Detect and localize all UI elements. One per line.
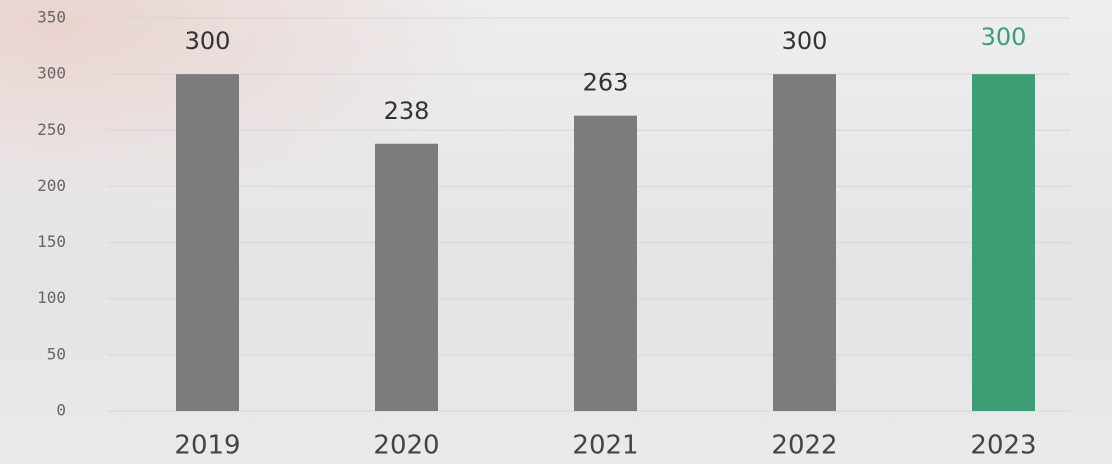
x-tick-label: 2023 xyxy=(970,431,1036,461)
bar xyxy=(375,144,438,411)
y-tick-label: 0 xyxy=(56,401,66,420)
value-label: 300 xyxy=(981,23,1027,51)
x-tick-label: 2019 xyxy=(174,431,240,461)
bar xyxy=(574,116,637,411)
y-tick-label: 250 xyxy=(37,120,66,139)
x-tick-label: 2020 xyxy=(373,431,439,461)
value-label: 238 xyxy=(384,97,430,125)
bar xyxy=(176,74,239,411)
y-tick-label: 50 xyxy=(47,344,66,363)
y-tick-label: 150 xyxy=(37,232,66,251)
y-tick-label: 200 xyxy=(37,176,66,195)
y-tick-label: 100 xyxy=(37,288,66,307)
x-tick-label: 2022 xyxy=(771,431,837,461)
value-label: 263 xyxy=(583,69,629,97)
x-tick-label: 2021 xyxy=(572,431,638,461)
y-tick-label: 300 xyxy=(37,64,66,83)
y-tick-label: 350 xyxy=(37,8,66,27)
page: 0 50 100 150 200 250 300 350 2019 300 2020 238 2021 2… xyxy=(0,0,1112,464)
bar xyxy=(972,74,1035,411)
value-label: 300 xyxy=(185,27,231,55)
chart: 0 50 100 150 200 250 300 350 2019 300 2020 238 2021 2… xyxy=(0,0,1112,464)
bar xyxy=(773,74,836,411)
value-label: 300 xyxy=(782,27,828,55)
